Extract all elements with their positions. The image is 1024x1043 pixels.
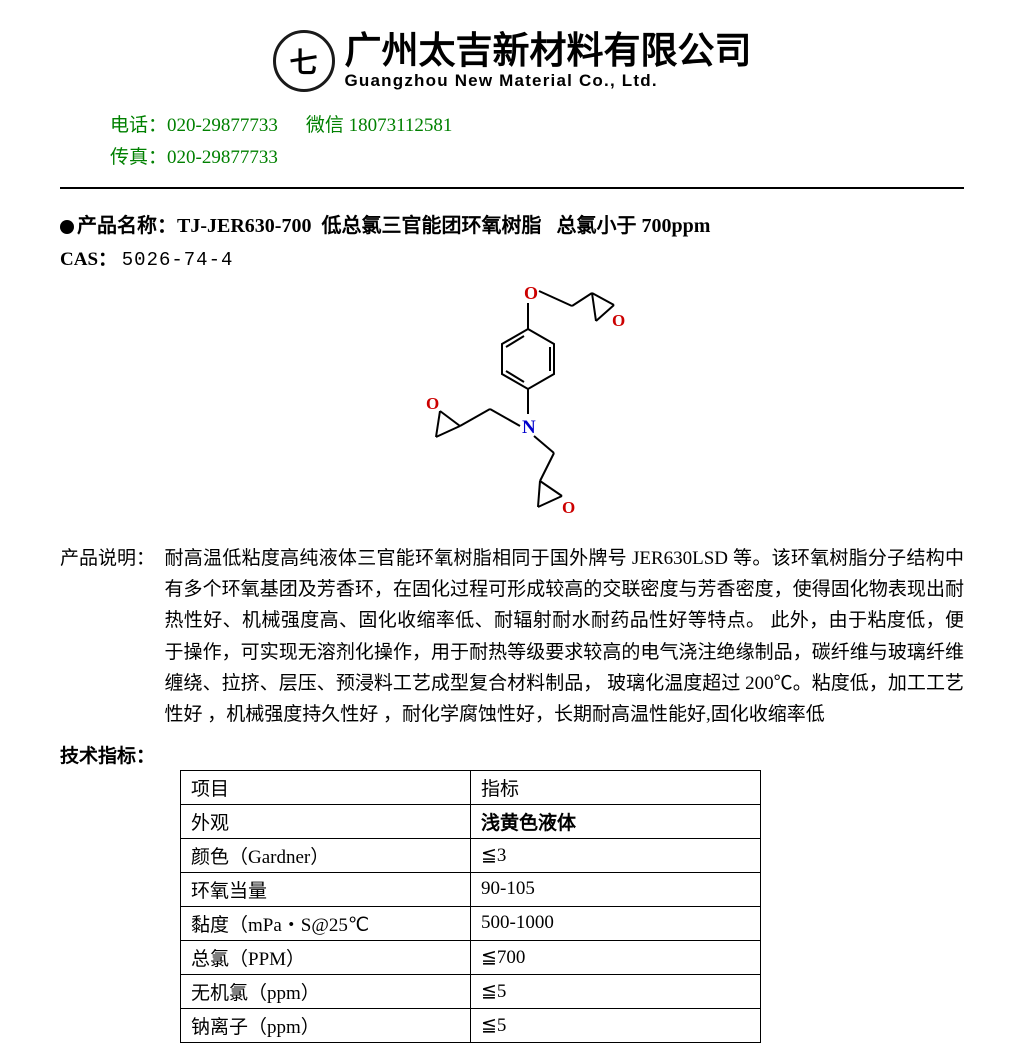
- product-name-line: 产品名称：TJ-JER630-700 低总氯三官能团环氧树脂 总氯小于 700p…: [60, 209, 964, 238]
- company-name-en: Guangzhou New Material Co., Ltd.: [345, 71, 752, 91]
- tech-spec-label: 技术指标：: [60, 741, 964, 768]
- company-name-block: 广州太吉新材料有限公司 Guangzhou New Material Co., …: [345, 31, 752, 92]
- wechat: 微信 18073112581: [306, 110, 453, 142]
- table-row: 总氯（PPM） ≦700: [181, 940, 761, 974]
- table-row: 钠离子（ppm） ≦5: [181, 1008, 761, 1042]
- description-body: 耐高温低粘度高纯液体三官能环氧树脂相同于国外牌号 JER630LSD 等。该环氧…: [165, 543, 964, 731]
- fax: 传真：020-29877733: [110, 147, 278, 168]
- header-value: 指标: [471, 770, 761, 804]
- cas-label: CAS：: [60, 249, 117, 270]
- atom-O-epoxide-top: O: [612, 311, 625, 330]
- table-header-row: 项目 指标: [181, 770, 761, 804]
- company-logo: 七: [273, 30, 335, 92]
- contact-row-2: 传真：020-29877733: [110, 142, 964, 174]
- cas-line: CAS： 5026-74-4: [60, 244, 964, 271]
- spec-table: 项目 指标 外观 浅黄色液体 颜色（Gardner） ≦3 环氧当量 90-10…: [180, 770, 761, 1043]
- divider: [60, 187, 964, 189]
- contact-row-1: 电话：020-29877733 微信 18073112581: [110, 110, 964, 142]
- phone: 电话：020-29877733: [110, 110, 278, 142]
- atom-O-bottom: O: [562, 498, 575, 517]
- description-block: 产品说明： 耐高温低粘度高纯液体三官能环氧树脂相同于国外牌号 JER630LSD…: [60, 543, 964, 731]
- contact-block: 电话：020-29877733 微信 18073112581 传真：020-29…: [110, 110, 964, 175]
- logo-char: 七: [289, 41, 317, 81]
- table-row: 外观 浅黄色液体: [181, 804, 761, 838]
- molecule-svg: O O N O: [382, 281, 642, 531]
- company-header: 七 广州太吉新材料有限公司 Guangzhou New Material Co.…: [60, 30, 964, 92]
- atom-O-top: O: [524, 283, 538, 303]
- description-label: 产品说明：: [60, 543, 155, 574]
- atom-N: N: [522, 417, 536, 438]
- table-row: 无机氯（ppm） ≦5: [181, 974, 761, 1008]
- header-item: 项目: [181, 770, 471, 804]
- cas-number: 5026-74-4: [122, 249, 234, 271]
- company-name-cn: 广州太吉新材料有限公司: [345, 31, 752, 72]
- table-row: 颜色（Gardner） ≦3: [181, 838, 761, 872]
- table-row: 环氧当量 90-105: [181, 872, 761, 906]
- table-row: 黏度（mPa・S@25℃ 500-1000: [181, 906, 761, 940]
- bullet-icon: [60, 220, 74, 234]
- chemical-structure: O O N O: [60, 281, 964, 531]
- atom-O-left: O: [426, 394, 439, 413]
